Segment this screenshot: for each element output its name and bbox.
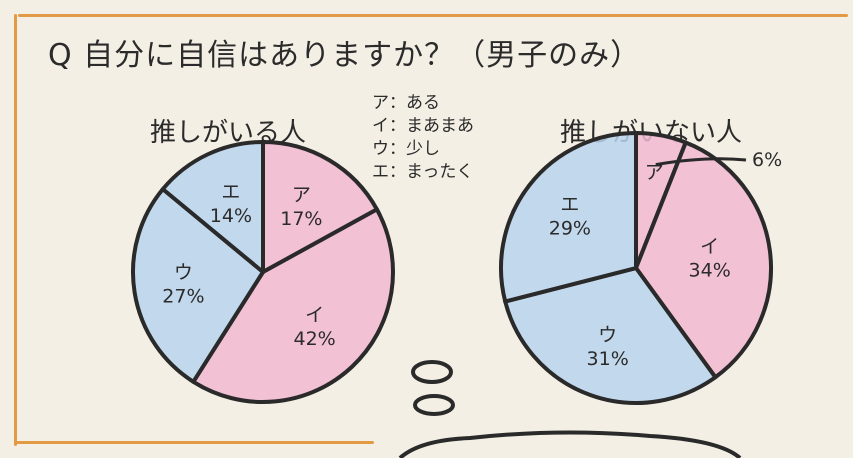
pie0-label-0: ア 17% <box>280 184 322 230</box>
pie0-slice-0 <box>261 140 379 274</box>
callout-leader-line <box>655 157 747 167</box>
pie0-slice-2 <box>131 187 265 384</box>
pie1-label-3: エ 29% <box>549 194 591 240</box>
pie-chart-with-oshi: ア 17% イ 42% ウ 27%エ 14% <box>131 140 395 404</box>
question-title: Q 自分に自信はありますか？（男子のみ） <box>48 38 642 73</box>
pie-chart-without-oshi: アイ 34% ウ 31% エ 29% <box>499 131 773 405</box>
frame-line-left <box>14 14 17 446</box>
pie0-slice-3 <box>160 140 265 274</box>
callout-label: 6% <box>752 149 782 171</box>
frame-line-bottom <box>14 441 374 444</box>
pie1-slice-3 <box>499 131 638 304</box>
frame-line-top <box>18 14 848 17</box>
pie0-label-2: ウ 27% <box>162 262 204 308</box>
pie0-slice-1 <box>191 207 395 404</box>
pie0-label-1: イ 42% <box>293 304 335 350</box>
legend-item-a: ア：ある <box>372 93 440 113</box>
thought-bubbles <box>398 360 742 458</box>
legend-item-u: ウ：少し <box>372 139 440 159</box>
pie1-label-0: ア <box>645 162 664 184</box>
pie1-label-2: ウ 31% <box>587 324 629 370</box>
callout-group: 6% <box>655 149 782 171</box>
pie1-label-1: イ 34% <box>689 236 731 282</box>
pie0-label-3: エ 14% <box>210 181 252 227</box>
legend-item-i: イ：まあまあ <box>372 116 474 136</box>
pie1-slice-2 <box>503 266 718 405</box>
legend-item-e: エ：まったく <box>372 162 474 182</box>
legend: ア：ある イ：まあまあ ウ：少し エ：まったく <box>372 92 474 184</box>
